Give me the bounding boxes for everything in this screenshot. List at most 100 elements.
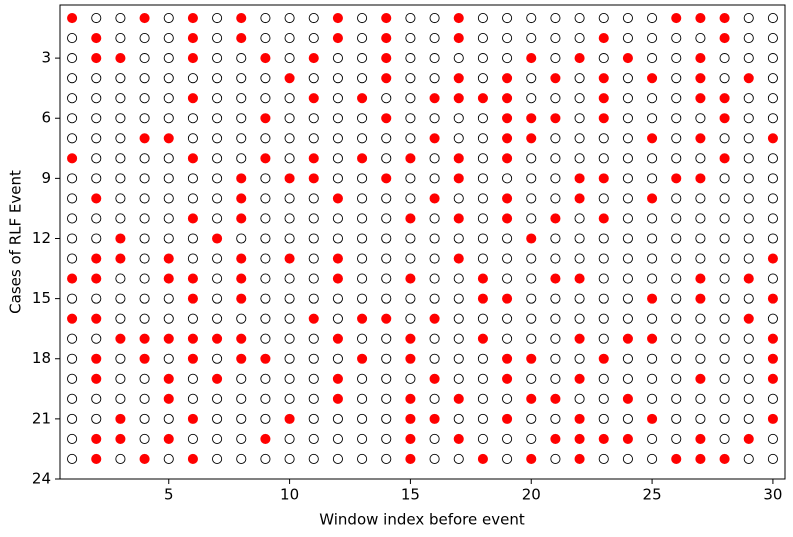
hollow-point — [332, 133, 343, 144]
filled-point — [526, 113, 537, 124]
hollow-point — [236, 153, 247, 164]
hollow-point — [526, 293, 537, 304]
filled-point — [526, 393, 537, 404]
hollow-point — [212, 73, 223, 84]
hollow-point — [308, 113, 319, 124]
hollow-point — [550, 353, 561, 364]
hollow-point — [502, 433, 513, 444]
filled-point — [453, 393, 464, 404]
filled-point — [574, 273, 585, 284]
hollow-point — [381, 233, 392, 244]
y-tick-label: 18 — [32, 349, 51, 367]
filled-point — [381, 113, 392, 124]
filled-point — [574, 193, 585, 204]
filled-point — [236, 293, 247, 304]
hollow-point — [767, 213, 778, 224]
filled-point — [163, 253, 174, 264]
filled-point — [477, 453, 488, 465]
hollow-point — [236, 73, 247, 84]
hollow-point — [236, 373, 247, 384]
hollow-point — [260, 93, 271, 104]
filled-point — [647, 73, 658, 84]
hollow-point — [357, 73, 368, 84]
hollow-point — [91, 293, 102, 304]
hollow-point — [163, 213, 174, 224]
hollow-point — [67, 453, 78, 465]
hollow-point — [719, 333, 730, 344]
filled-point — [67, 273, 78, 284]
hollow-point — [357, 453, 368, 465]
hollow-point — [695, 413, 706, 424]
hollow-point — [115, 453, 126, 465]
hollow-point — [622, 253, 633, 264]
hollow-point — [622, 12, 633, 24]
hollow-point — [598, 193, 609, 204]
hollow-point — [381, 93, 392, 104]
filled-point — [429, 133, 440, 144]
filled-point — [163, 393, 174, 404]
hollow-point — [260, 273, 271, 284]
filled-point — [502, 373, 513, 384]
hollow-point — [695, 313, 706, 324]
hollow-point — [622, 73, 633, 84]
filled-point — [502, 133, 513, 144]
hollow-point — [212, 413, 223, 424]
filled-point — [236, 273, 247, 284]
hollow-point — [405, 193, 416, 204]
hollow-point — [550, 373, 561, 384]
hollow-point — [695, 333, 706, 344]
filled-point — [574, 173, 585, 184]
hollow-point — [163, 93, 174, 104]
hollow-point — [381, 213, 392, 224]
filled-point — [187, 353, 198, 364]
filled-point — [91, 353, 102, 364]
hollow-point — [453, 333, 464, 344]
filled-point — [284, 73, 295, 84]
hollow-point — [212, 213, 223, 224]
filled-point — [115, 333, 126, 344]
filled-point — [598, 33, 609, 44]
filled-point — [187, 12, 198, 24]
hollow-point — [453, 353, 464, 364]
hollow-point — [139, 393, 150, 404]
hollow-point — [453, 133, 464, 144]
hollow-point — [284, 33, 295, 44]
hollow-point — [671, 213, 682, 224]
filled-point — [695, 373, 706, 384]
hollow-point — [429, 33, 440, 44]
filled-point — [502, 153, 513, 164]
hollow-point — [284, 213, 295, 224]
filled-point — [526, 53, 537, 64]
hollow-point — [429, 73, 440, 84]
hollow-point — [477, 153, 488, 164]
filled-point — [767, 133, 778, 144]
hollow-point — [598, 12, 609, 24]
hollow-point — [767, 173, 778, 184]
filled-point — [743, 433, 754, 444]
hollow-point — [743, 213, 754, 224]
filled-point — [260, 53, 271, 64]
hollow-point — [743, 253, 754, 264]
hollow-point — [284, 273, 295, 284]
filled-point — [115, 413, 126, 424]
hollow-point — [647, 33, 658, 44]
hollow-point — [767, 273, 778, 284]
hollow-point — [260, 133, 271, 144]
hollow-point — [550, 333, 561, 344]
filled-point — [695, 433, 706, 444]
hollow-point — [429, 173, 440, 184]
filled-point — [187, 213, 198, 224]
hollow-point — [719, 233, 730, 244]
hollow-point — [308, 133, 319, 144]
hollow-point — [574, 353, 585, 364]
filled-point — [67, 12, 78, 24]
hollow-point — [163, 233, 174, 244]
hollow-point — [91, 93, 102, 104]
hollow-point — [67, 133, 78, 144]
hollow-point — [453, 293, 464, 304]
filled-point — [429, 413, 440, 424]
y-tick-label: 24 — [32, 470, 51, 488]
hollow-point — [381, 413, 392, 424]
filled-point — [139, 353, 150, 364]
hollow-point — [163, 413, 174, 424]
